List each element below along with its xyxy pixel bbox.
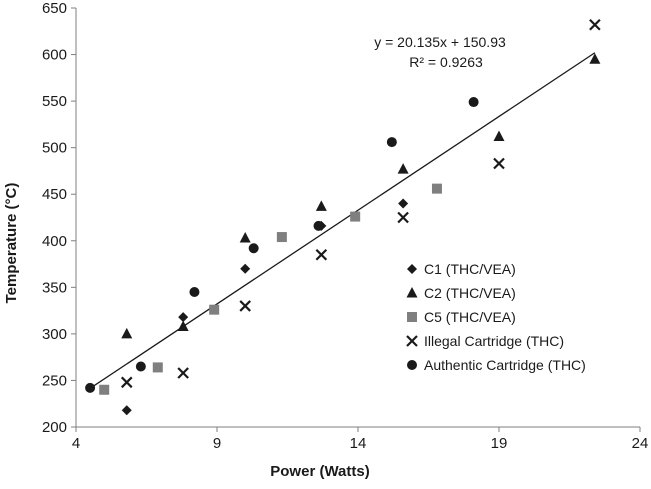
trendline-layer — [89, 52, 596, 389]
legend: C1 (THC/VEA) C2 (THC/VEA) C5 (THC/VEA) Ille… — [406, 261, 586, 373]
data-point-series-4 — [239, 300, 251, 312]
data-point-series-4 — [397, 211, 409, 224]
x-tick-label: 4 — [72, 435, 80, 452]
trendline-r-squared: R² = 0.9263 — [409, 54, 483, 70]
data-point-series-3 — [350, 211, 361, 222]
data-point-series-4 — [120, 376, 133, 389]
data-point-series-2 — [397, 163, 409, 174]
data-point-series-3 — [276, 232, 287, 243]
data-point-series-3 — [99, 384, 110, 395]
legend-marker-3 — [407, 312, 417, 322]
data-point-series-5 — [313, 220, 324, 231]
data-point-series-5 — [468, 97, 479, 108]
data-point-series-1 — [121, 405, 132, 416]
tick-labels: 4 9 14 19 24 200 250 300 350 400 450 500 550 600 650 — [42, 0, 648, 452]
data-point-series-2 — [315, 200, 327, 211]
data-point-series-5 — [248, 243, 259, 254]
data-point-series-1 — [178, 312, 189, 323]
data-point-series-3 — [152, 362, 163, 373]
data-point-series-3 — [431, 183, 442, 194]
y-tick-label: 550 — [42, 93, 67, 110]
y-tick-label: 500 — [42, 140, 67, 157]
data-point-series-5 — [85, 382, 96, 393]
x-axis-title: Power (Watts) — [270, 463, 369, 480]
data-point-series-5 — [189, 286, 200, 297]
trendline — [89, 52, 596, 389]
data-point-series-4 — [493, 157, 505, 170]
data-point-series-1 — [240, 263, 251, 274]
x-tick-label: 9 — [213, 435, 221, 452]
data-point-series-2 — [239, 231, 251, 243]
legend-label-2: C2 (THC/VEA) — [424, 285, 516, 301]
data-point-series-1 — [398, 198, 409, 209]
x-tick-label: 24 — [632, 435, 649, 452]
legend-marker-5 — [407, 360, 417, 370]
data-point-series-5 — [135, 361, 146, 372]
legend-label-1: C1 (THC/VEA) — [424, 261, 516, 277]
data-point-series-3 — [209, 304, 220, 315]
y-tick-label: 450 — [42, 186, 67, 203]
data-point-series-2 — [589, 53, 601, 64]
legend-marker-4 — [406, 335, 418, 347]
data-point-series-2 — [121, 327, 133, 339]
data-point-series-4 — [315, 248, 328, 261]
x-tick-label: 14 — [350, 435, 367, 452]
trendline-equation: y = 20.135x + 150.93 — [374, 34, 506, 50]
y-tick-label: 250 — [42, 372, 67, 389]
data-point-series-2 — [493, 130, 505, 141]
data-point-series-5 — [386, 137, 397, 148]
y-tick-label: 200 — [42, 419, 67, 436]
y-tick-label: 650 — [42, 0, 67, 17]
data-points — [85, 18, 601, 416]
x-tick-label: 19 — [491, 435, 508, 452]
legend-label-4: Illegal Cartridge (THC) — [424, 333, 564, 349]
data-point-series-4 — [589, 18, 601, 31]
y-tick-label: 300 — [42, 326, 67, 343]
y-tick-label: 400 — [42, 233, 67, 250]
y-tick-label: 600 — [42, 47, 67, 64]
legend-label-5: Authentic Cartridge (THC) — [424, 357, 586, 373]
legend-marker-2 — [406, 287, 418, 298]
legend-label-3: C5 (THC/VEA) — [424, 309, 516, 325]
y-axis-title: Temperature (°C) — [3, 183, 20, 304]
y-tick-label: 350 — [42, 279, 67, 296]
legend-marker-1 — [407, 264, 417, 274]
data-point-series-2 — [177, 320, 189, 331]
data-point-series-4 — [177, 367, 189, 379]
